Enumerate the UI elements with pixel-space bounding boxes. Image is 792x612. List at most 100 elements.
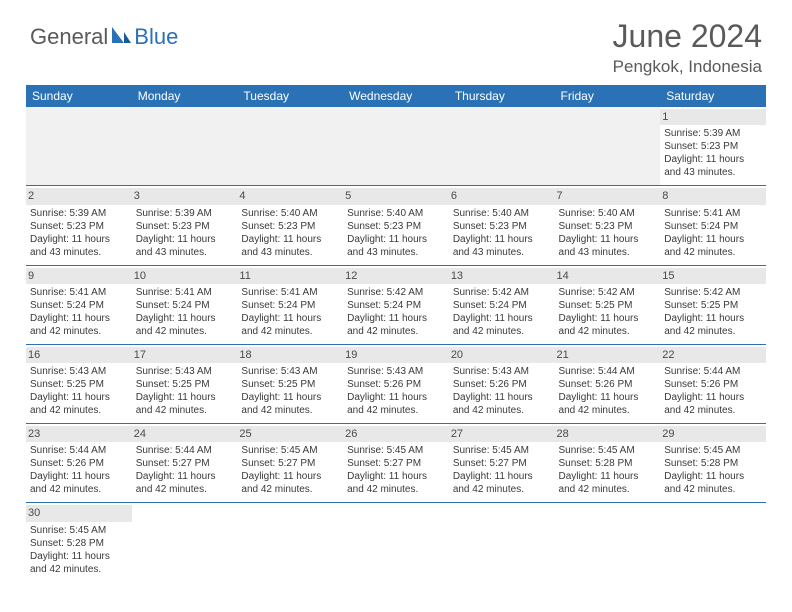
daylight-text: and 42 minutes. [30,563,128,576]
day-number: 29 [660,426,766,442]
sunset-text: Sunset: 5:23 PM [559,220,657,233]
sunset-text: Sunset: 5:28 PM [30,537,128,550]
calendar-cell: 3Sunrise: 5:39 AMSunset: 5:23 PMDaylight… [132,186,238,265]
daylight-text: and 42 minutes. [559,325,657,338]
daylight-text: Daylight: 11 hours [453,233,551,246]
day-number: 27 [449,426,555,442]
sunrise-text: Sunrise: 5:41 AM [136,286,234,299]
calendar-cell: 23Sunrise: 5:44 AMSunset: 5:26 PMDayligh… [26,424,132,503]
sunset-text: Sunset: 5:27 PM [347,457,445,470]
calendar-cell: 21Sunrise: 5:44 AMSunset: 5:26 PMDayligh… [555,344,661,423]
logo-text-blue: Blue [134,24,178,50]
daylight-text: and 42 minutes. [30,325,128,338]
day-number: 26 [343,426,449,442]
sunset-text: Sunset: 5:28 PM [664,457,762,470]
daylight-text: Daylight: 11 hours [136,391,234,404]
daylight-text: and 42 minutes. [241,404,339,417]
calendar-cell: 1Sunrise: 5:39 AMSunset: 5:23 PMDaylight… [660,107,766,186]
calendar-cell: 18Sunrise: 5:43 AMSunset: 5:25 PMDayligh… [237,344,343,423]
weekday-header: Tuesday [237,85,343,107]
day-number: 20 [449,347,555,363]
sunrise-text: Sunrise: 5:45 AM [241,444,339,457]
calendar-cell: 17Sunrise: 5:43 AMSunset: 5:25 PMDayligh… [132,344,238,423]
daylight-text: Daylight: 11 hours [347,470,445,483]
daylight-text: Daylight: 11 hours [559,233,657,246]
sunrise-text: Sunrise: 5:45 AM [30,524,128,537]
day-number: 15 [660,268,766,284]
daylight-text: and 42 minutes. [347,325,445,338]
sunset-text: Sunset: 5:24 PM [241,299,339,312]
sunrise-text: Sunrise: 5:43 AM [347,365,445,378]
sunset-text: Sunset: 5:25 PM [136,378,234,391]
sunrise-text: Sunrise: 5:39 AM [664,127,762,140]
day-number: 12 [343,268,449,284]
daylight-text: Daylight: 11 hours [664,312,762,325]
calendar-cell: 6Sunrise: 5:40 AMSunset: 5:23 PMDaylight… [449,186,555,265]
calendar-cell [343,503,449,582]
sunset-text: Sunset: 5:23 PM [347,220,445,233]
calendar-cell: 11Sunrise: 5:41 AMSunset: 5:24 PMDayligh… [237,265,343,344]
calendar-row: 16Sunrise: 5:43 AMSunset: 5:25 PMDayligh… [26,344,766,423]
day-number: 7 [555,188,661,204]
sunrise-text: Sunrise: 5:44 AM [559,365,657,378]
daylight-text: Daylight: 11 hours [30,233,128,246]
calendar-row: 9Sunrise: 5:41 AMSunset: 5:24 PMDaylight… [26,265,766,344]
sunset-text: Sunset: 5:24 PM [347,299,445,312]
sunrise-text: Sunrise: 5:42 AM [347,286,445,299]
calendar-cell [449,503,555,582]
daylight-text: and 42 minutes. [559,483,657,496]
calendar-cell [555,107,661,186]
weekday-header: Thursday [449,85,555,107]
daylight-text: and 42 minutes. [664,325,762,338]
calendar-cell: 4Sunrise: 5:40 AMSunset: 5:23 PMDaylight… [237,186,343,265]
sunset-text: Sunset: 5:23 PM [453,220,551,233]
sunset-text: Sunset: 5:24 PM [136,299,234,312]
calendar-cell: 15Sunrise: 5:42 AMSunset: 5:25 PMDayligh… [660,265,766,344]
sunset-text: Sunset: 5:23 PM [30,220,128,233]
weekday-header: Friday [555,85,661,107]
calendar-cell: 28Sunrise: 5:45 AMSunset: 5:28 PMDayligh… [555,424,661,503]
calendar-cell [237,107,343,186]
sunrise-text: Sunrise: 5:41 AM [241,286,339,299]
sunset-text: Sunset: 5:27 PM [136,457,234,470]
day-number: 28 [555,426,661,442]
daylight-text: Daylight: 11 hours [453,391,551,404]
calendar-row: 2Sunrise: 5:39 AMSunset: 5:23 PMDaylight… [26,186,766,265]
daylight-text: and 43 minutes. [559,246,657,259]
calendar-cell: 19Sunrise: 5:43 AMSunset: 5:26 PMDayligh… [343,344,449,423]
daylight-text: Daylight: 11 hours [664,391,762,404]
day-number: 13 [449,268,555,284]
sunrise-text: Sunrise: 5:43 AM [30,365,128,378]
sunrise-text: Sunrise: 5:40 AM [347,207,445,220]
daylight-text: and 43 minutes. [347,246,445,259]
sunset-text: Sunset: 5:25 PM [30,378,128,391]
daylight-text: and 42 minutes. [347,404,445,417]
daylight-text: Daylight: 11 hours [347,391,445,404]
day-number: 1 [660,109,766,125]
calendar-cell [237,503,343,582]
sunset-text: Sunset: 5:26 PM [347,378,445,391]
daylight-text: and 43 minutes. [136,246,234,259]
day-number: 24 [132,426,238,442]
daylight-text: and 42 minutes. [664,246,762,259]
calendar-cell: 9Sunrise: 5:41 AMSunset: 5:24 PMDaylight… [26,265,132,344]
calendar-cell [26,107,132,186]
sunset-text: Sunset: 5:23 PM [241,220,339,233]
sunrise-text: Sunrise: 5:44 AM [664,365,762,378]
daylight-text: Daylight: 11 hours [347,312,445,325]
weekday-header-row: Sunday Monday Tuesday Wednesday Thursday… [26,85,766,107]
sunset-text: Sunset: 5:27 PM [453,457,551,470]
daylight-text: and 43 minutes. [453,246,551,259]
calendar-cell: 29Sunrise: 5:45 AMSunset: 5:28 PMDayligh… [660,424,766,503]
sunset-text: Sunset: 5:23 PM [136,220,234,233]
daylight-text: Daylight: 11 hours [664,470,762,483]
title-block: June 2024 Pengkok, Indonesia [613,18,762,77]
daylight-text: and 42 minutes. [136,404,234,417]
daylight-text: Daylight: 11 hours [136,312,234,325]
weekday-header: Wednesday [343,85,449,107]
calendar-cell: 26Sunrise: 5:45 AMSunset: 5:27 PMDayligh… [343,424,449,503]
sunrise-text: Sunrise: 5:44 AM [136,444,234,457]
daylight-text: Daylight: 11 hours [559,312,657,325]
daylight-text: Daylight: 11 hours [30,312,128,325]
sail-icon [110,25,132,50]
